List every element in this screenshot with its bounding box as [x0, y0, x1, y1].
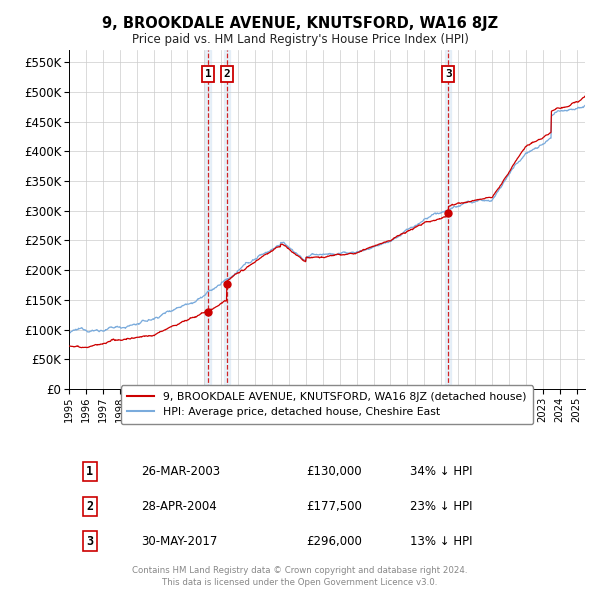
- Text: 30-MAY-2017: 30-MAY-2017: [141, 535, 218, 548]
- Text: 28-APR-2004: 28-APR-2004: [141, 500, 217, 513]
- Legend: 9, BROOKDALE AVENUE, KNUTSFORD, WA16 8JZ (detached house), HPI: Average price, d: 9, BROOKDALE AVENUE, KNUTSFORD, WA16 8JZ…: [121, 385, 533, 424]
- Text: 3: 3: [445, 69, 452, 79]
- Text: Contains HM Land Registry data © Crown copyright and database right 2024.
This d: Contains HM Land Registry data © Crown c…: [132, 566, 468, 587]
- Text: 2: 2: [86, 500, 93, 513]
- Text: £296,000: £296,000: [307, 535, 362, 548]
- Text: Price paid vs. HM Land Registry's House Price Index (HPI): Price paid vs. HM Land Registry's House …: [131, 33, 469, 46]
- Text: 23% ↓ HPI: 23% ↓ HPI: [410, 500, 472, 513]
- Text: 34% ↓ HPI: 34% ↓ HPI: [410, 465, 472, 478]
- Text: 26-MAR-2003: 26-MAR-2003: [141, 465, 220, 478]
- Bar: [445, 50, 451, 389]
- Text: £177,500: £177,500: [307, 500, 362, 513]
- Text: 3: 3: [86, 535, 93, 548]
- Text: 9, BROOKDALE AVENUE, KNUTSFORD, WA16 8JZ: 9, BROOKDALE AVENUE, KNUTSFORD, WA16 8JZ: [102, 16, 498, 31]
- Text: 1: 1: [86, 465, 93, 478]
- Text: 13% ↓ HPI: 13% ↓ HPI: [410, 535, 472, 548]
- Bar: [224, 50, 230, 389]
- Text: 2: 2: [223, 69, 230, 79]
- Bar: [205, 50, 211, 389]
- Text: £130,000: £130,000: [307, 465, 362, 478]
- Text: 1: 1: [205, 69, 212, 79]
